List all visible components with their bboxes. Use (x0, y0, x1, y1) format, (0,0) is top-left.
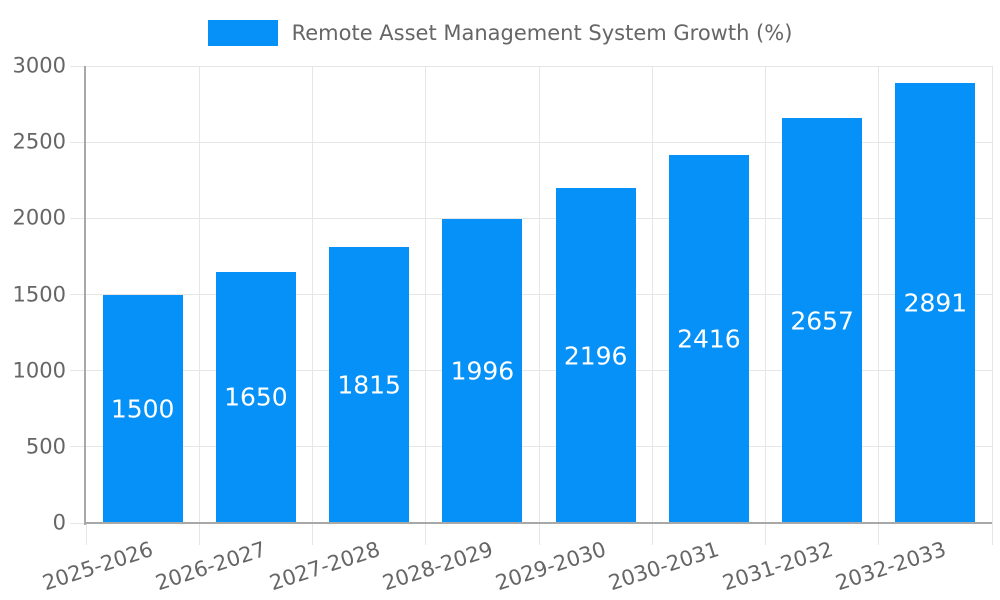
x-tick-label: 2028-2029 (379, 537, 496, 596)
x-gridline (651, 66, 653, 523)
x-tick-label: 2029-2030 (492, 537, 610, 596)
y-tick-mark (70, 370, 86, 372)
y-tick-mark (70, 446, 86, 448)
x-tick-mark (198, 523, 200, 545)
y-axis-line (84, 66, 86, 525)
x-tick-label: 2027-2028 (266, 537, 383, 596)
legend[interactable]: Remote Asset Management System Growth (%… (0, 20, 1000, 46)
x-tick-label: 2026-2027 (153, 537, 270, 596)
bar-value-label: 2196 (563, 341, 628, 371)
x-gridline (991, 66, 993, 523)
x-gridline (765, 66, 766, 523)
y-tick-mark (70, 217, 86, 219)
y-tick-label: 0 (52, 510, 66, 535)
bar-value-label: 1815 (337, 370, 401, 400)
y-tick-label: 500 (25, 434, 66, 459)
legend-swatch (207, 20, 278, 46)
x-tick-mark (538, 523, 540, 545)
bar[interactable] (555, 188, 636, 523)
y-tick-label: 1000 (12, 358, 66, 383)
y-tick-label: 1500 (12, 282, 66, 307)
bar[interactable] (782, 118, 863, 523)
y-tick-label: 2000 (12, 205, 66, 230)
y-tick-label: 3000 (12, 53, 66, 78)
bar-value-label: 1650 (224, 382, 288, 412)
x-gridline (538, 66, 540, 523)
x-tick-label: 2025-2026 (39, 537, 157, 596)
bar-value-label: 1500 (110, 394, 175, 424)
x-tick-label: 2030-2031 (606, 537, 723, 596)
y-tick-mark (70, 141, 86, 143)
x-tick-label: 2032-2033 (832, 537, 949, 596)
y-tick-label: 2500 (12, 129, 66, 154)
bar-value-label: 2891 (903, 288, 968, 318)
x-tick-mark (765, 523, 766, 545)
bar[interactable] (442, 218, 523, 523)
bar[interactable] (102, 294, 183, 523)
x-gridline (312, 66, 313, 523)
x-axis-line (84, 522, 992, 524)
x-gridline (425, 66, 427, 523)
bar[interactable] (329, 246, 410, 523)
bar[interactable] (895, 82, 976, 523)
x-gridline (878, 66, 880, 523)
bar[interactable] (215, 271, 296, 523)
bar-value-label: 1996 (450, 356, 515, 386)
y-tick-mark (70, 294, 86, 295)
bar-value-label: 2657 (790, 306, 854, 336)
x-tick-mark (85, 523, 87, 545)
x-tick-mark (312, 523, 313, 545)
y-tick-mark (70, 65, 86, 67)
x-tick-mark (425, 523, 427, 545)
bar-value-label: 2416 (677, 324, 741, 354)
x-tick-label: 2031-2032 (719, 537, 836, 596)
x-tick-mark (651, 523, 653, 545)
bar[interactable] (668, 154, 749, 523)
x-gridline (198, 66, 200, 523)
legend-label: Remote Asset Management System Growth (%… (291, 21, 793, 45)
x-tick-mark (991, 523, 993, 545)
x-tick-mark (878, 523, 880, 545)
y-tick-mark (70, 522, 86, 524)
